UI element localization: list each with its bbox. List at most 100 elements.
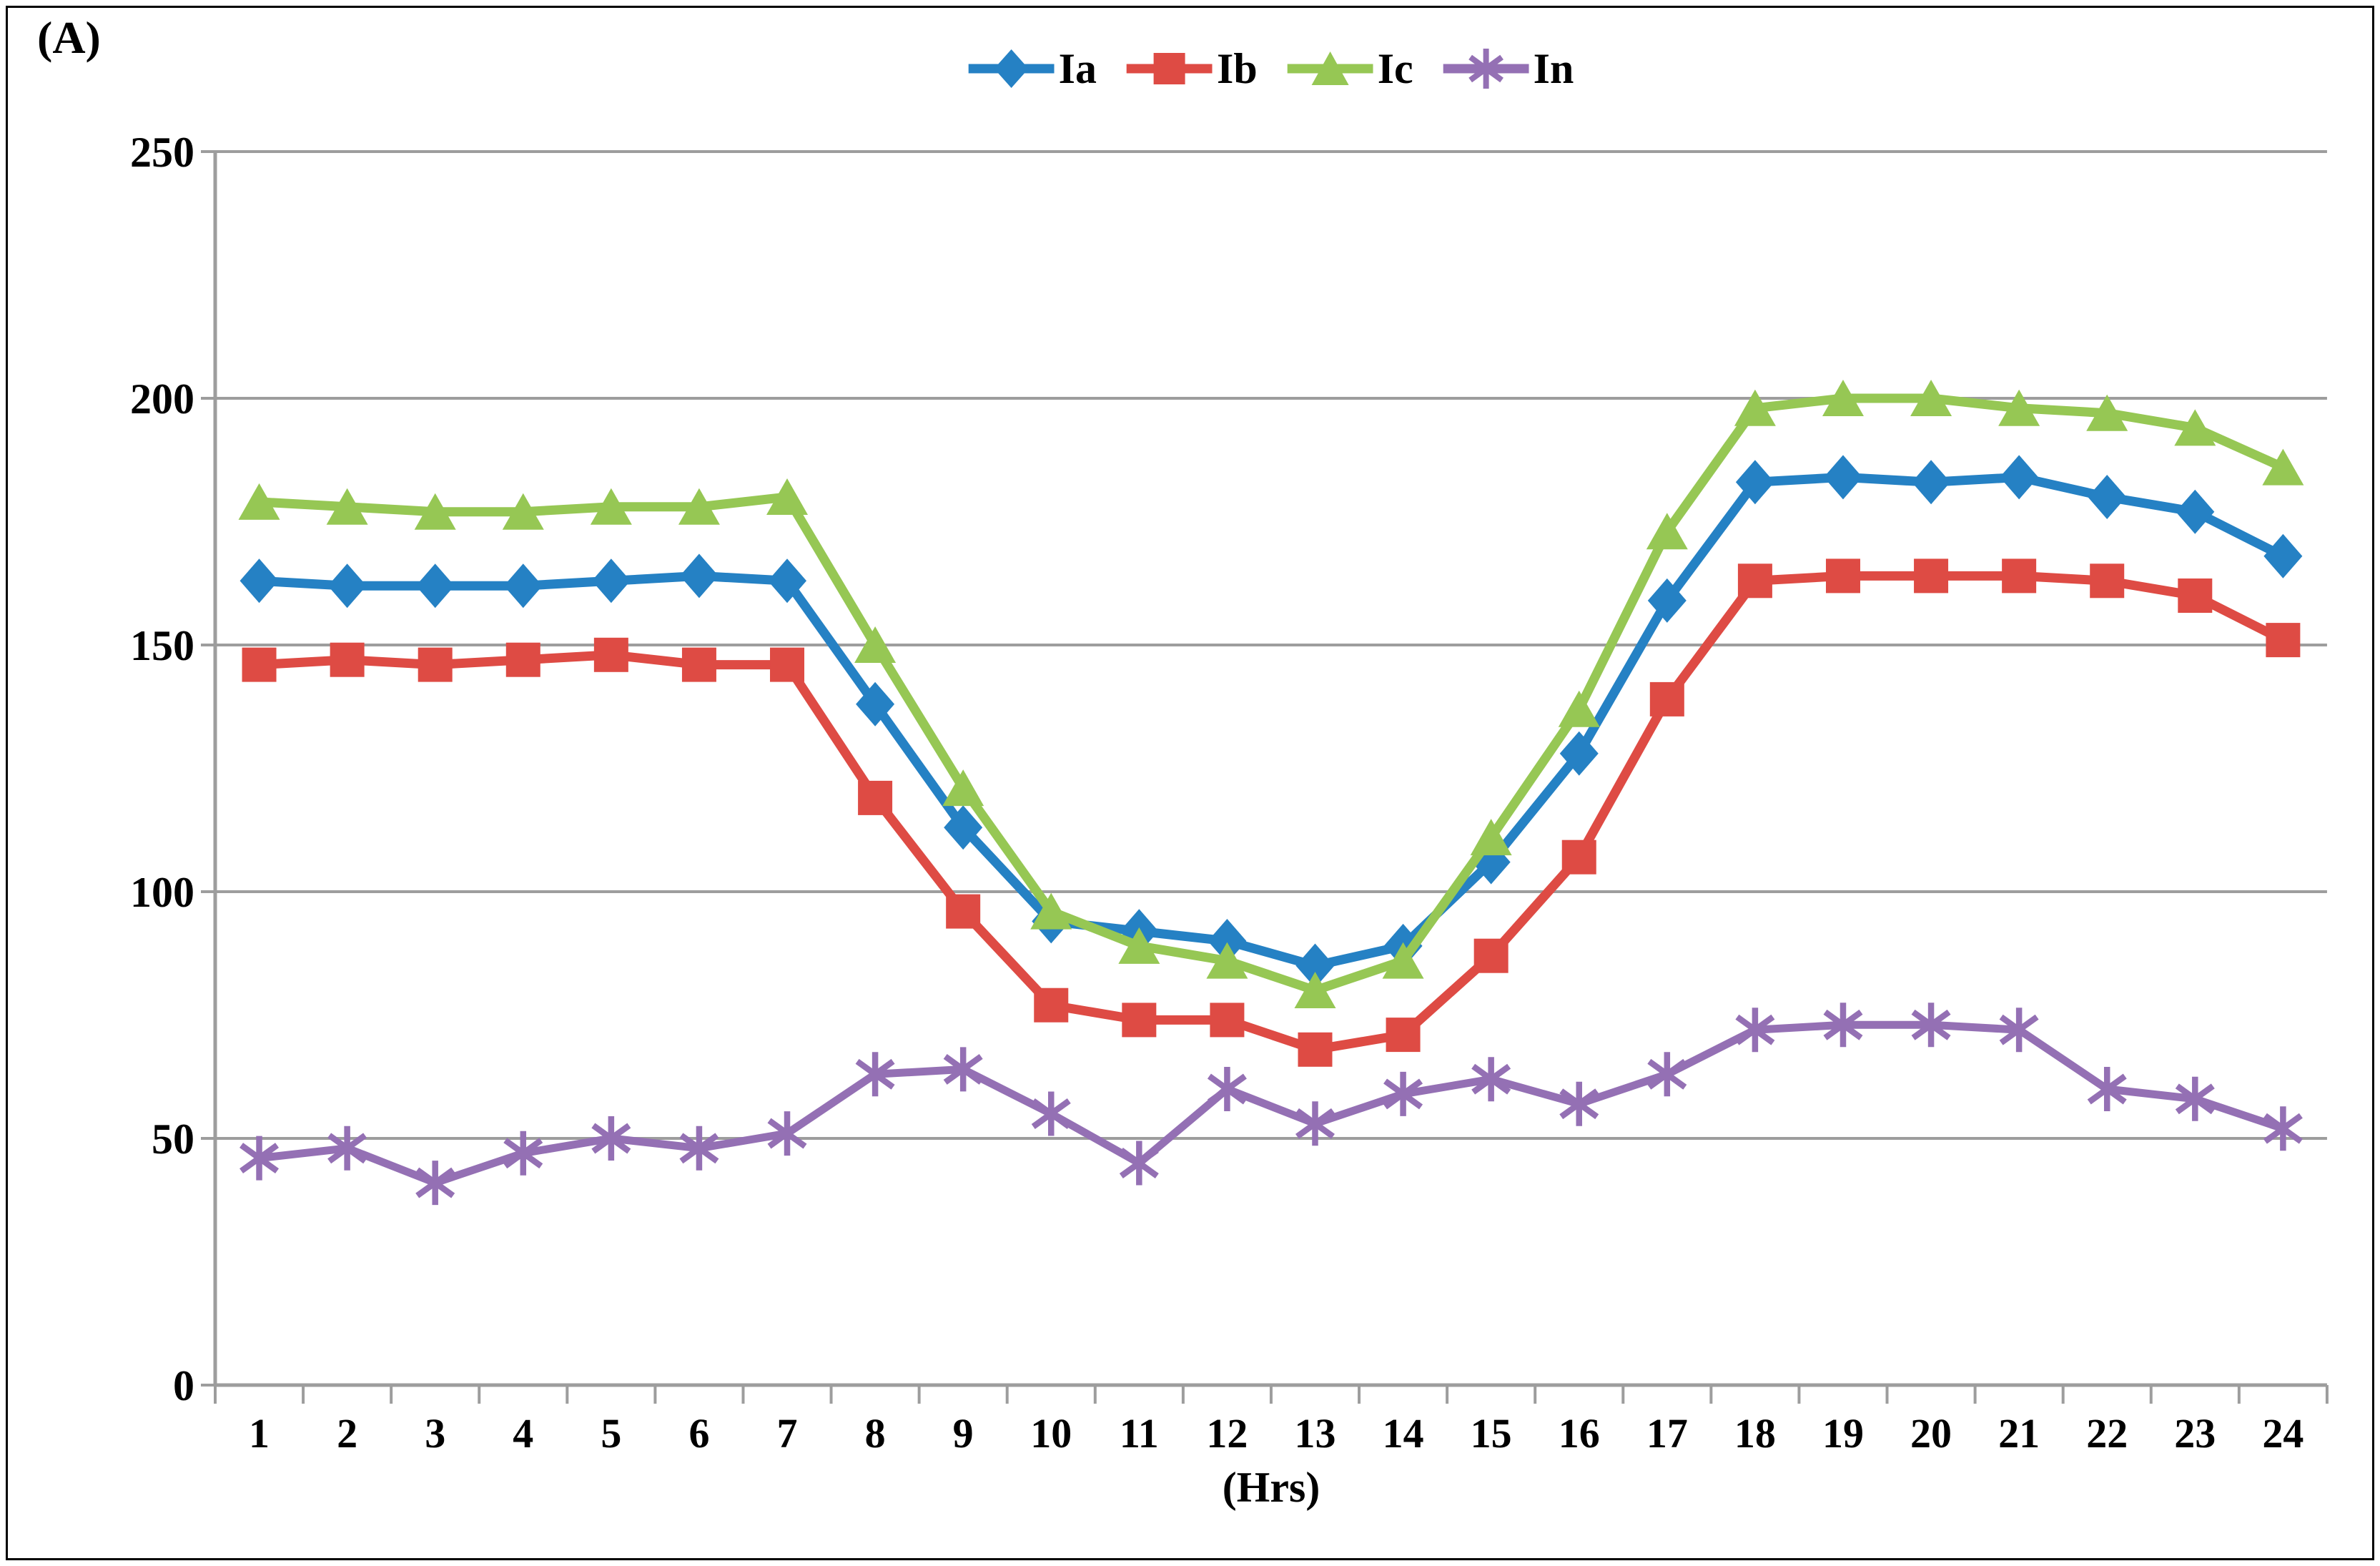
x-tick-label-17: 17 bbox=[1646, 1410, 1688, 1457]
series-Ia-marker bbox=[679, 553, 719, 599]
x-tick-label-24: 24 bbox=[2262, 1410, 2304, 1457]
legend-label-in: In bbox=[1533, 45, 1574, 92]
y-tick-label-200: 200 bbox=[130, 375, 194, 423]
series-Ic-marker bbox=[854, 626, 897, 663]
series-Ib-marker bbox=[2266, 623, 2301, 658]
series-In-line bbox=[258, 1020, 2285, 1187]
series-Ib-marker bbox=[1825, 558, 1860, 594]
series-Ib-marker bbox=[330, 642, 365, 677]
series-Ic-marker bbox=[238, 483, 280, 520]
x-tick-label-14: 14 bbox=[1383, 1410, 1424, 1457]
series-Ic-marker bbox=[1030, 892, 1072, 930]
series-Ic-marker bbox=[2174, 409, 2216, 446]
series-Ic-marker bbox=[2086, 394, 2128, 431]
series-Ib-marker bbox=[1473, 938, 1509, 973]
series-In-marker bbox=[767, 1118, 807, 1149]
y-axis-unit-label: (A) bbox=[37, 12, 101, 63]
x-tick-label-4: 4 bbox=[513, 1410, 533, 1457]
series-Ic-marker bbox=[1382, 942, 1424, 979]
series-Ic-marker bbox=[942, 769, 984, 807]
x-tick-label-5: 5 bbox=[601, 1410, 621, 1457]
series-Ic-marker bbox=[1910, 380, 1952, 416]
series-Ic-marker bbox=[766, 478, 809, 515]
series-Ia-marker bbox=[944, 805, 983, 850]
legend-item-in: In bbox=[1443, 43, 1574, 94]
series-Ic-marker bbox=[1470, 819, 1512, 856]
series-In-marker bbox=[2263, 1113, 2303, 1144]
x-tick-label-13: 13 bbox=[1295, 1410, 1336, 1457]
series-Ia-marker bbox=[503, 563, 543, 609]
legend-label-ic: Ic bbox=[1377, 45, 1413, 92]
series-Ic-marker bbox=[414, 493, 456, 530]
series-Ia-marker bbox=[415, 563, 455, 609]
series-Ib-marker bbox=[1649, 681, 1684, 716]
series-Ib-marker bbox=[2002, 558, 2037, 594]
series-In-marker bbox=[1647, 1058, 1687, 1090]
series-Ic-marker bbox=[1998, 389, 2040, 426]
series-Ic-marker bbox=[1822, 380, 1864, 416]
x-axis-title: (Hrs) bbox=[1222, 1464, 1320, 1511]
legend-marker-ia-icon bbox=[968, 49, 1055, 88]
legend-label-ia: Ia bbox=[1058, 45, 1097, 92]
y-tick-label-150: 150 bbox=[130, 622, 194, 669]
series-Ib-marker bbox=[1210, 1003, 1245, 1038]
x-tick-label-11: 11 bbox=[1120, 1410, 1159, 1457]
y-tick-label-250: 250 bbox=[130, 129, 194, 176]
series-In-marker bbox=[1383, 1078, 1423, 1110]
series-Ic-marker bbox=[326, 488, 368, 525]
series-Ic-marker bbox=[1206, 942, 1248, 979]
series-In-marker bbox=[415, 1167, 455, 1198]
series-Ic-marker bbox=[1118, 927, 1160, 964]
series-Ic-marker bbox=[590, 488, 632, 525]
series-Ib-marker bbox=[1914, 558, 1949, 594]
series-Ib-marker bbox=[770, 647, 805, 682]
x-tick-label-18: 18 bbox=[1734, 1410, 1776, 1457]
x-tick-label-23: 23 bbox=[2174, 1410, 2216, 1457]
series-Ia-marker bbox=[1735, 460, 1774, 505]
x-tick-label-6: 6 bbox=[688, 1410, 709, 1457]
figure-border bbox=[6, 6, 2374, 1560]
series-In-marker bbox=[327, 1133, 367, 1164]
series-In-marker bbox=[591, 1123, 631, 1154]
series-Ic-marker bbox=[678, 488, 720, 525]
series-Ib-marker bbox=[505, 642, 540, 677]
x-tick-label-12: 12 bbox=[1206, 1410, 1248, 1457]
series-Ia-marker bbox=[856, 681, 895, 727]
series-Ia-marker bbox=[1208, 919, 1247, 963]
series-In-marker bbox=[1207, 1073, 1247, 1105]
series-Ic-line bbox=[259, 393, 2286, 995]
legend-marker-in-icon bbox=[1443, 49, 1529, 89]
x-tick-label-8: 8 bbox=[865, 1410, 886, 1457]
series-In-marker bbox=[1735, 1014, 1775, 1045]
series-Ia-marker bbox=[1912, 460, 1951, 505]
series-Ib-marker bbox=[2178, 578, 2213, 613]
x-tick-label-19: 19 bbox=[1822, 1410, 1864, 1457]
series-In-marker bbox=[1471, 1063, 1511, 1095]
legend-item-ib: Ib bbox=[1126, 43, 1258, 94]
x-tick-label-3: 3 bbox=[425, 1410, 445, 1457]
series-Ib-marker bbox=[242, 647, 277, 682]
x-tick-label-16: 16 bbox=[1559, 1410, 1600, 1457]
legend-label-ib: Ib bbox=[1216, 45, 1258, 92]
series-In-marker bbox=[1031, 1098, 1071, 1129]
series-In-marker bbox=[503, 1138, 543, 1169]
series-Ia-marker bbox=[2263, 533, 2303, 578]
series-In-marker bbox=[943, 1053, 983, 1085]
y-tick-label-100: 100 bbox=[130, 869, 194, 916]
series-In-marker bbox=[1559, 1088, 1599, 1120]
x-tick-label-22: 22 bbox=[2086, 1410, 2128, 1457]
series-Ia-marker bbox=[1647, 578, 1687, 623]
series-In-marker bbox=[1119, 1148, 1159, 1178]
series-Ib-marker bbox=[2090, 563, 2125, 599]
legend-item-ic: Ic bbox=[1287, 43, 1413, 94]
series-Ia-marker bbox=[327, 563, 367, 609]
series-Ib-marker bbox=[1561, 839, 1596, 875]
series-Ia-marker bbox=[1823, 455, 1862, 500]
series-Ia-marker bbox=[1295, 943, 1335, 988]
x-tick-label-21: 21 bbox=[1998, 1410, 2040, 1457]
series-Ic-marker bbox=[1558, 690, 1600, 727]
series-Ia-marker bbox=[1559, 731, 1599, 776]
series-In-marker bbox=[1911, 1009, 1951, 1040]
